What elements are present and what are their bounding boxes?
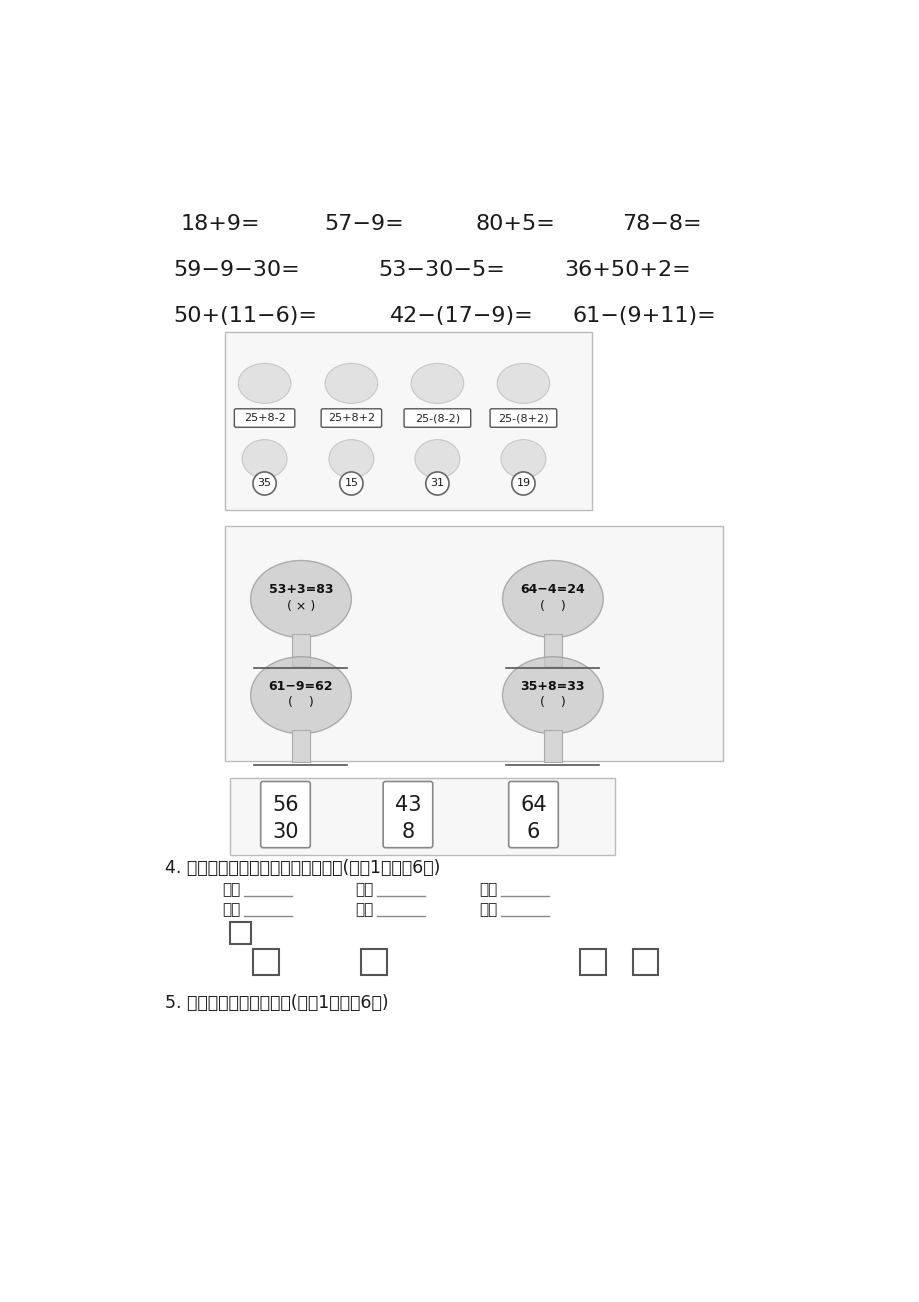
Text: 61−9=62: 61−9=62: [268, 680, 333, 693]
Text: 53−30−5=: 53−30−5=: [378, 260, 505, 280]
Ellipse shape: [411, 363, 463, 404]
Text: 25+8-2: 25+8-2: [244, 413, 285, 423]
Ellipse shape: [250, 560, 351, 638]
Text: 50+(11−6)=: 50+(11−6)=: [173, 306, 317, 327]
Text: 25-(8-2): 25-(8-2): [414, 413, 460, 423]
Text: ( × ): ( × ): [287, 600, 315, 613]
Bar: [230, 922, 251, 944]
Text: 56: 56: [272, 796, 299, 815]
Circle shape: [511, 471, 535, 495]
Text: 15: 15: [344, 479, 358, 488]
Ellipse shape: [242, 440, 287, 478]
FancyBboxPatch shape: [321, 409, 381, 427]
Circle shape: [425, 471, 448, 495]
Circle shape: [253, 471, 276, 495]
Bar: [230, 779, 614, 855]
Text: 53+3=83: 53+3=83: [268, 583, 333, 596]
Bar: [543, 634, 562, 667]
Text: 19: 19: [516, 479, 530, 488]
Text: 35+8=33: 35+8=33: [520, 680, 584, 693]
FancyBboxPatch shape: [234, 409, 294, 427]
Bar: [543, 730, 562, 762]
Text: 差：: 差：: [221, 902, 240, 917]
Ellipse shape: [329, 440, 373, 478]
FancyBboxPatch shape: [403, 409, 471, 427]
Text: 差：: 差：: [479, 902, 497, 917]
Text: 78−8=: 78−8=: [622, 214, 701, 234]
Text: 5. 在　里填上合适的数。(每题1分，兲6分): 5. 在 里填上合适的数。(每题1分，兲6分): [165, 995, 389, 1012]
Bar: [225, 332, 591, 510]
Text: 和：: 和：: [479, 881, 497, 897]
Text: 36+50+2=: 36+50+2=: [564, 260, 690, 280]
Text: 64−4=24: 64−4=24: [520, 583, 584, 596]
Ellipse shape: [502, 560, 603, 638]
Ellipse shape: [250, 656, 351, 734]
Ellipse shape: [502, 656, 603, 734]
Text: 31: 31: [430, 479, 444, 488]
Text: 和：: 和：: [355, 881, 373, 897]
Text: 35: 35: [257, 479, 271, 488]
Bar: [361, 949, 387, 975]
Text: 80+5=: 80+5=: [475, 214, 555, 234]
Text: 差：: 差：: [355, 902, 373, 917]
Text: 8: 8: [401, 822, 414, 841]
Text: (    ): ( ): [288, 697, 313, 710]
Text: 59−9−30=: 59−9−30=: [173, 260, 300, 280]
Ellipse shape: [238, 363, 290, 404]
Text: 和：: 和：: [221, 881, 240, 897]
Text: 18+9=: 18+9=: [181, 214, 260, 234]
Bar: [291, 730, 310, 762]
Text: 43: 43: [394, 796, 421, 815]
Ellipse shape: [501, 440, 545, 478]
FancyBboxPatch shape: [260, 781, 310, 848]
FancyBboxPatch shape: [490, 409, 556, 427]
Text: 25+8+2: 25+8+2: [327, 413, 375, 423]
Bar: [291, 634, 310, 667]
Bar: [225, 526, 722, 760]
Text: (    ): ( ): [539, 600, 565, 613]
Text: 61−(9+11)=: 61−(9+11)=: [572, 306, 715, 327]
Circle shape: [339, 471, 363, 495]
Text: 64: 64: [519, 796, 546, 815]
Text: 30: 30: [272, 822, 299, 841]
FancyBboxPatch shape: [508, 781, 558, 848]
Bar: [632, 949, 658, 975]
Ellipse shape: [496, 363, 550, 404]
Ellipse shape: [324, 363, 378, 404]
Text: 25-(8+2): 25-(8+2): [497, 413, 548, 423]
Bar: [579, 949, 605, 975]
Text: 4. 算出每张卡片上两个数的和与差。(每空1分，兲6分): 4. 算出每张卡片上两个数的和与差。(每空1分，兲6分): [165, 859, 440, 878]
Ellipse shape: [414, 440, 460, 478]
Bar: [253, 949, 278, 975]
Text: (    ): ( ): [539, 697, 565, 710]
Text: 42−(17−9)=: 42−(17−9)=: [390, 306, 533, 327]
Text: 6: 6: [527, 822, 539, 841]
FancyBboxPatch shape: [382, 781, 432, 848]
Text: 57−9=: 57−9=: [323, 214, 403, 234]
